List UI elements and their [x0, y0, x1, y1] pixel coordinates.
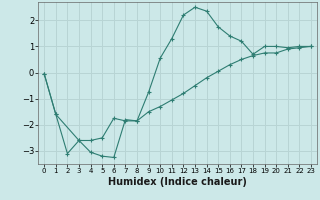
X-axis label: Humidex (Indice chaleur): Humidex (Indice chaleur)	[108, 177, 247, 187]
